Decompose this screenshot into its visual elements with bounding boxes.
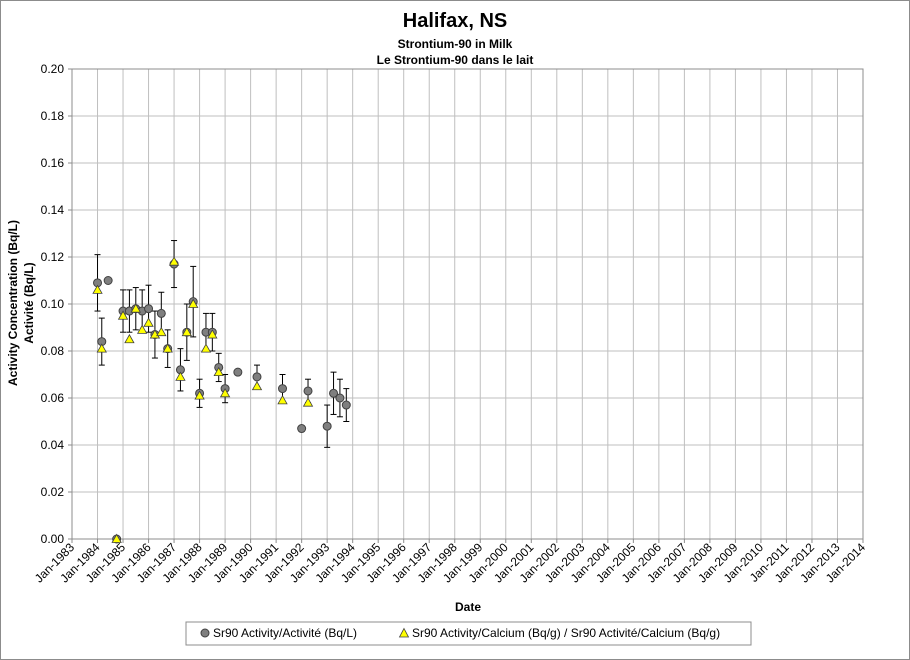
y-tick-label: 0.02 <box>41 485 65 499</box>
y-tick-label: 0.18 <box>41 109 65 123</box>
y-axis-ticks: 0.00 0.02 0.04 0.06 0.08 0.10 0.12 0.14 0.16 0.18… <box>41 62 72 546</box>
calcium-point <box>136 324 148 334</box>
data-marks <box>92 240 351 544</box>
chart-subtitle-fr: Le Strontium-90 dans le lait <box>377 53 534 67</box>
calcium-point <box>188 298 199 308</box>
y-tick-label: 0.00 <box>41 532 65 546</box>
legend-box <box>185 621 752 646</box>
activity-point <box>156 308 166 318</box>
calcium-point <box>219 387 231 398</box>
activity-point <box>233 367 243 377</box>
x-axis-ticks: Jan-1983Jan-1984Jan-1985Jan-1986Jan-1987… <box>32 539 868 586</box>
activity-point <box>252 372 262 382</box>
y-tick-label: 0.06 <box>41 391 65 405</box>
y-tick-label: 0.08 <box>41 344 65 358</box>
calcium-point <box>130 303 141 313</box>
activity-point <box>303 386 313 396</box>
calcium-point <box>96 343 107 353</box>
y-axis-label-fr: Activité (Bq/L) <box>22 262 36 343</box>
activity-point <box>322 421 332 431</box>
calcium-point <box>156 326 167 337</box>
activity-point <box>341 400 351 410</box>
calcium-point <box>302 397 314 407</box>
legend-label-calcium: Sr90 Activity/Calcium (Bq/g) / Sr90 Acti… <box>412 626 720 640</box>
activity-point <box>297 424 307 434</box>
calcium-point <box>168 256 180 266</box>
y-tick-label: 0.04 <box>41 438 65 452</box>
calcium-point <box>181 326 193 337</box>
x-axis-label: Date <box>455 600 481 614</box>
y-tick-label: 0.20 <box>41 62 65 76</box>
y-axis-title: Activity Concentration (Bq/L) Activité (… <box>6 220 36 386</box>
activity-point <box>103 276 113 285</box>
y-tick-label: 0.12 <box>41 250 65 264</box>
calcium-point <box>162 343 173 353</box>
activity-point <box>335 393 345 403</box>
calcium-point <box>92 284 103 294</box>
activity-point <box>144 304 154 314</box>
chart-subtitle-en: Strontium-90 in Milk <box>398 37 513 51</box>
y-axis-label-en: Activity Concentration (Bq/L) <box>6 220 20 386</box>
activity-point <box>329 388 339 398</box>
calcium-point <box>111 533 122 543</box>
activity-point <box>278 384 288 394</box>
calcium-point <box>175 371 186 381</box>
calcium-point <box>207 329 218 339</box>
chart-title: Halifax, NS <box>403 10 507 32</box>
legend-circle-marker <box>200 628 210 638</box>
legend: Sr90 Activity/Activité (Bq/L) Sr90 Activ… <box>185 621 752 646</box>
calcium-point <box>213 366 224 377</box>
y-tick-label: 0.14 <box>41 203 65 217</box>
calcium-point <box>251 380 263 391</box>
calcium-point <box>143 317 154 327</box>
calcium-point <box>277 395 288 405</box>
calcium-point <box>124 333 135 344</box>
calcium-point <box>194 390 205 400</box>
y-tick-label: 0.10 <box>41 297 65 311</box>
calcium-point <box>117 310 129 320</box>
calcium-point <box>200 343 212 353</box>
legend-triangle-marker <box>398 627 410 638</box>
y-tick-label: 0.16 <box>41 156 65 170</box>
legend-label-activity: Sr90 Activity/Activité (Bq/L) <box>213 626 357 640</box>
